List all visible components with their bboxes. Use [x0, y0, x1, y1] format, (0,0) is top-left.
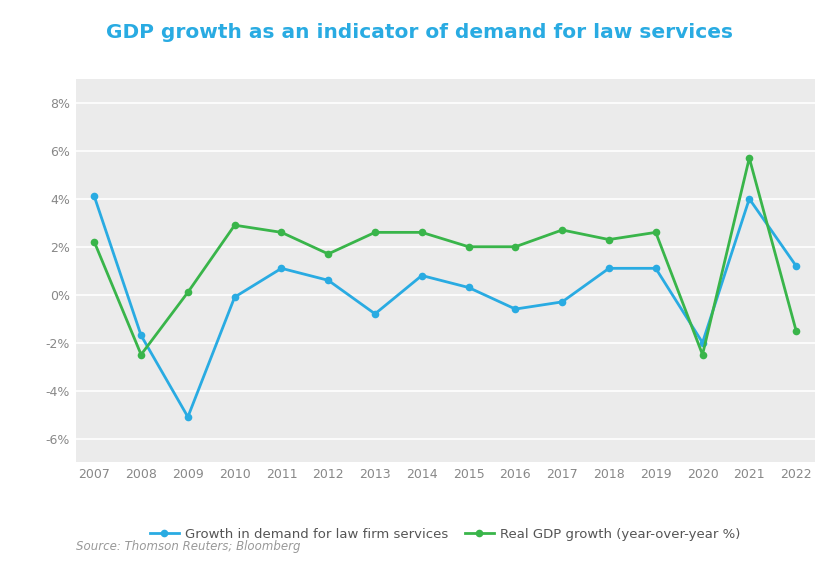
Legend: Growth in demand for law firm services, Real GDP growth (year-over-year %): Growth in demand for law firm services, … [144, 523, 746, 547]
Text: Source: Thomson Reuters; Bloomberg: Source: Thomson Reuters; Bloomberg [76, 540, 300, 553]
Text: GDP growth as an indicator of demand for law services: GDP growth as an indicator of demand for… [107, 23, 733, 42]
